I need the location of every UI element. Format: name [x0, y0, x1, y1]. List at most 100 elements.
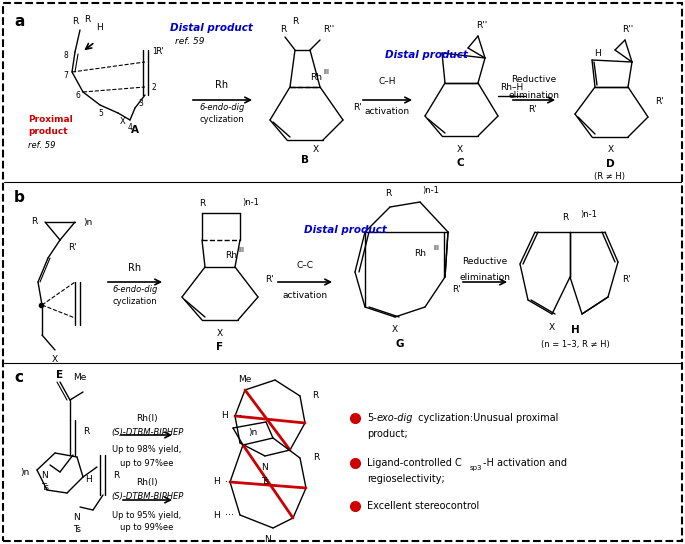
Text: Excellent stereocontrol: Excellent stereocontrol: [367, 501, 480, 511]
Text: X: X: [549, 323, 555, 331]
Text: cyclization: cyclization: [200, 115, 245, 125]
Text: sp3: sp3: [470, 465, 482, 471]
Text: 5-: 5-: [367, 413, 377, 423]
Text: 4: 4: [127, 123, 132, 133]
Text: R': R': [265, 275, 274, 285]
Text: a: a: [14, 14, 25, 29]
Text: Ts: Ts: [73, 526, 81, 535]
Text: H: H: [85, 475, 92, 485]
Text: E: E: [56, 370, 64, 380]
Text: X: X: [313, 145, 319, 154]
Text: Ligand-controlled C: Ligand-controlled C: [367, 458, 462, 468]
Text: III: III: [323, 69, 329, 75]
Text: 7: 7: [63, 71, 68, 79]
Text: cyclization: cyclization: [113, 298, 158, 306]
Text: -H activation and: -H activation and: [483, 458, 567, 468]
Text: R: R: [280, 26, 286, 34]
Text: Ts: Ts: [41, 484, 49, 492]
Text: R': R': [68, 244, 77, 252]
Text: 3: 3: [138, 98, 143, 108]
Text: (S)-DTBM-BIPHEP: (S)-DTBM-BIPHEP: [111, 492, 183, 502]
Text: III: III: [433, 245, 439, 251]
Text: ref. 59: ref. 59: [28, 140, 55, 150]
Text: H: H: [571, 325, 580, 335]
Text: N: N: [42, 471, 49, 479]
Text: R: R: [113, 471, 119, 479]
Text: R: R: [72, 17, 78, 27]
Text: R: R: [84, 15, 90, 24]
Text: c: c: [14, 370, 23, 385]
Text: H: H: [97, 23, 103, 33]
Text: product: product: [28, 127, 68, 137]
Text: D: D: [606, 159, 614, 169]
Text: Rh: Rh: [216, 80, 229, 90]
Text: Me: Me: [73, 374, 86, 382]
Text: 8: 8: [63, 51, 68, 59]
Text: product;: product;: [367, 429, 408, 439]
Text: H: H: [221, 411, 228, 421]
Text: X: X: [608, 145, 614, 154]
Text: Rh: Rh: [414, 250, 426, 258]
Text: )n: )n: [83, 218, 92, 226]
Text: Up to 98% yield,: Up to 98% yield,: [112, 446, 182, 454]
Text: R': R': [655, 97, 664, 107]
Text: R'': R'': [623, 26, 634, 34]
Text: R: R: [292, 17, 298, 27]
Text: )n-1: )n-1: [242, 199, 259, 207]
Text: R: R: [199, 199, 205, 207]
Text: 6-endo-dig: 6-endo-dig: [199, 103, 245, 113]
Text: cyclization:Unusual proximal: cyclization:Unusual proximal: [415, 413, 558, 423]
Text: Distal product: Distal product: [303, 225, 386, 235]
Text: R': R': [622, 275, 631, 285]
Text: Ts: Ts: [261, 477, 269, 485]
Text: elimination: elimination: [508, 90, 560, 100]
Text: R': R': [353, 102, 362, 112]
Text: H: H: [595, 50, 601, 59]
Text: 1: 1: [152, 47, 157, 57]
Text: 6: 6: [75, 90, 80, 100]
Text: 6-endo-dig: 6-endo-dig: [112, 286, 158, 294]
Text: A: A: [131, 125, 139, 135]
Text: C–C: C–C: [297, 261, 314, 269]
Text: R: R: [313, 454, 319, 462]
Text: Proximal: Proximal: [28, 115, 73, 125]
Text: R': R': [528, 106, 537, 114]
Text: R: R: [312, 392, 319, 400]
Text: N: N: [73, 512, 80, 522]
Text: G: G: [396, 339, 404, 349]
Text: Up to 95% yield,: Up to 95% yield,: [112, 510, 182, 520]
Text: )n-1: )n-1: [580, 209, 597, 219]
Text: )n-1: )n-1: [422, 186, 439, 195]
Text: R: R: [83, 428, 89, 436]
Text: (S)-DTBM-BIPHEP: (S)-DTBM-BIPHEP: [111, 428, 183, 436]
Text: R: R: [562, 213, 568, 221]
Text: R': R': [452, 286, 461, 294]
Text: Distal product: Distal product: [385, 50, 468, 60]
Text: B: B: [301, 155, 309, 165]
Text: X: X: [52, 355, 58, 364]
Text: Distal product: Distal product: [170, 23, 253, 33]
Text: exo-dig: exo-dig: [377, 413, 414, 423]
Text: ···: ···: [225, 477, 234, 487]
Text: N: N: [264, 535, 271, 544]
Text: III: III: [238, 247, 244, 253]
Text: (n = 1–3, R ≠ H): (n = 1–3, R ≠ H): [540, 339, 610, 349]
Text: C: C: [456, 158, 464, 168]
Text: X: X: [457, 145, 463, 154]
Text: activation: activation: [364, 108, 410, 116]
Text: X: X: [120, 118, 126, 127]
Text: R': R': [155, 47, 164, 57]
Text: R: R: [385, 189, 391, 199]
Text: X: X: [217, 329, 223, 337]
Text: C–H: C–H: [378, 77, 396, 86]
Text: 5: 5: [98, 108, 103, 118]
Text: R'': R'': [323, 26, 334, 34]
Text: Rh(I): Rh(I): [136, 479, 158, 487]
Text: X: X: [392, 325, 398, 335]
Text: F: F: [216, 342, 223, 352]
Text: H: H: [213, 510, 220, 520]
Text: regioselectivity;: regioselectivity;: [367, 474, 445, 484]
Text: Rh–H: Rh–H: [500, 83, 523, 92]
Text: ref. 59: ref. 59: [175, 38, 205, 46]
Text: )n: )n: [249, 428, 258, 436]
